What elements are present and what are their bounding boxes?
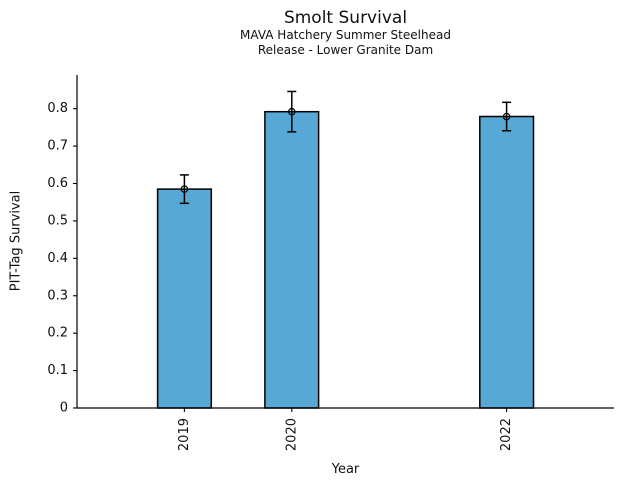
x-axis-label: Year bbox=[331, 462, 360, 477]
bar-2020 bbox=[264, 110, 320, 409]
chart-header: Smolt Survival MAVA Hatchery Summer Stee… bbox=[77, 8, 614, 58]
y-tick-label-0: 0 bbox=[60, 401, 68, 416]
bar-2022 bbox=[479, 115, 535, 409]
y-tick-label-0.4: 0.4 bbox=[47, 251, 68, 266]
y-tick-label-0.7: 0.7 bbox=[47, 139, 68, 154]
y-tick-label-0.3: 0.3 bbox=[47, 288, 68, 303]
x-tick-label-2022: 2022 bbox=[499, 418, 514, 451]
y-tick-label-0.1: 0.1 bbox=[47, 363, 68, 378]
chart-subtitle-line-2: Release - Lower Granite Dam bbox=[257, 43, 434, 57]
bar-2019 bbox=[156, 188, 213, 409]
chart-subtitle-line-1: MAVA Hatchery Summer Steelhead bbox=[240, 28, 451, 42]
point-marker-2020 bbox=[287, 107, 296, 116]
point-marker-2022 bbox=[502, 112, 511, 121]
x-tick-label-2019: 2019 bbox=[177, 418, 192, 451]
y-tick-label-0.6: 0.6 bbox=[47, 176, 68, 191]
chart-title: Smolt Survival bbox=[283, 8, 408, 28]
point-marker-2019 bbox=[180, 185, 189, 193]
y-tick-label-0.2: 0.2 bbox=[47, 326, 68, 341]
y-tick-label-0.5: 0.5 bbox=[47, 213, 68, 228]
y-tick-label-0.8: 0.8 bbox=[47, 101, 68, 116]
x-tick-label-2020: 2020 bbox=[284, 418, 299, 451]
